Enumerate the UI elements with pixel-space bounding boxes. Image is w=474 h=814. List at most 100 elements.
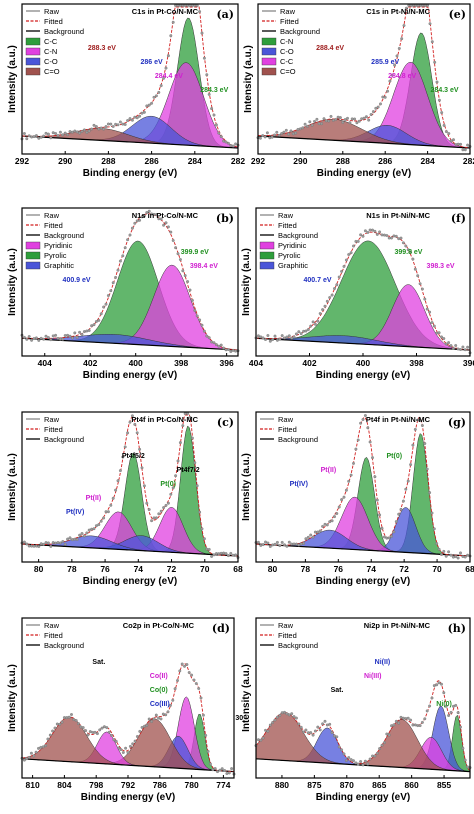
raw-data-point [114,275,118,279]
x-tick-label: 798 [89,780,103,790]
raw-data-point [275,130,279,134]
raw-data-point [364,115,368,119]
raw-data-point [294,716,298,720]
raw-data-point [187,671,191,674]
raw-data-point [111,125,115,128]
raw-data-point [361,418,365,421]
x-tick-label: 70 [200,564,210,574]
raw-data-point [171,239,175,242]
raw-data-point [152,95,156,99]
raw-data-point [164,713,168,717]
raw-data-point [147,717,151,721]
raw-data-point [297,722,301,726]
raw-data-point [110,733,113,737]
legend-label: Pyridinic [278,241,307,250]
raw-data-point [126,238,130,242]
raw-data-point [44,131,48,135]
annotation-label: Ni(III) [364,673,382,680]
raw-data-point [99,312,103,316]
raw-data-point [390,724,393,728]
raw-data-point [323,719,327,723]
panel-letter: (f) [451,212,466,225]
raw-data-point [366,230,370,234]
raw-data-point [126,751,130,755]
raw-data-point [294,131,298,135]
annotation-label: 399.9 eV [181,249,209,256]
raw-data-point [285,712,289,716]
raw-data-point [121,122,125,126]
raw-data-point [444,554,448,558]
raw-data-point [330,293,334,297]
raw-data-point [138,447,142,451]
raw-data-point [39,135,43,139]
raw-data-point [214,343,218,347]
raw-data-point [379,102,382,106]
raw-data-point [454,344,458,347]
raw-data-point [313,729,317,733]
raw-data-point [42,134,46,138]
raw-data-point [290,336,294,340]
panel-title: N1s in Pt-Co/N-MC [132,211,199,220]
raw-data-point [87,329,91,332]
raw-data-point [205,73,209,77]
raw-data-point [287,334,291,338]
raw-data-point [264,728,267,732]
raw-data-point [466,553,470,557]
raw-data-point [297,330,301,334]
background-line [21,543,239,557]
raw-data-point [380,743,384,747]
raw-data-point [387,733,391,737]
raw-data-point [29,751,33,755]
raw-data-point [51,729,55,733]
raw-data-point [327,119,331,123]
raw-data-point [75,130,79,134]
raw-data-point [321,524,325,528]
raw-data-point [200,527,204,531]
raw-data-point [147,103,151,107]
raw-data-point [387,536,391,540]
raw-data-point [349,473,353,477]
background-line [21,758,235,773]
x-tick-label: 402 [302,358,316,368]
raw-data-point [347,756,351,760]
raw-data-point [265,131,269,135]
raw-data-point [219,135,223,139]
raw-data-point [374,106,378,110]
annotation-label: 398.3 eV [427,263,455,270]
x-tick-label: 282 [463,156,474,166]
panel-letter: (g) [448,416,466,429]
raw-data-point [273,133,276,137]
raw-data-point [456,556,460,560]
panel-h: 880 875 870 865 860 855 Binding energy (eV) Int… [241,617,472,803]
raw-data-point [392,723,396,727]
raw-data-point [58,337,62,341]
x-tick-label: 78 [67,564,77,574]
raw-data-point [66,537,70,541]
raw-data-point [130,226,134,230]
raw-data-point [44,541,48,545]
raw-data-point [420,287,424,291]
raw-data-point [382,741,386,745]
raw-data-point [447,132,451,135]
raw-data-point [70,713,73,716]
panel-title: Pt4f in Pt-Ni/N-MC [366,415,431,424]
raw-data-point [145,723,149,727]
raw-data-point [32,337,36,341]
raw-data-point [340,748,344,752]
raw-data-point [270,135,274,139]
raw-data-point [359,233,363,237]
raw-data-point [447,714,451,717]
x-tick-label: 68 [233,564,243,574]
raw-data-point [261,134,265,138]
plot-frame [255,411,471,563]
legend-swatch [261,57,277,66]
raw-data-point [213,767,217,770]
panel-b: 404 402 400 398 396 Binding energy (eV) Intens… [7,207,240,381]
legend-label: C=O [280,67,296,76]
legend-label: C-N [280,37,293,46]
raw-data-point [388,79,392,83]
annotation-label: 284.3 eV [431,87,459,94]
raw-data-point [166,225,170,229]
x-axis-label: Binding energy (eV) [81,792,175,803]
raw-data-point [423,442,427,445]
